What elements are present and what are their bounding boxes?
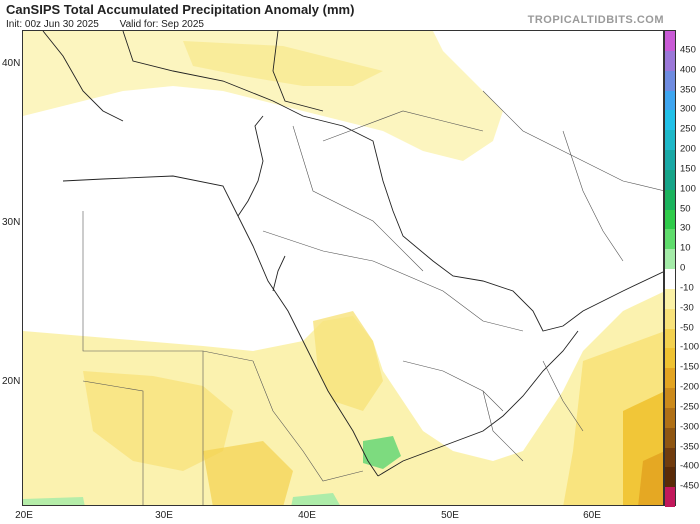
colorbar-label: -200 bbox=[680, 381, 700, 393]
colorbar-swatch bbox=[665, 487, 675, 508]
colorbar-label: -50 bbox=[680, 322, 694, 333]
coastlines bbox=[42, 31, 663, 477]
colorbar-swatch bbox=[665, 467, 675, 488]
colorbar-swatch bbox=[665, 249, 675, 270]
colorbar-swatch bbox=[665, 90, 675, 111]
colorbar-label: -100 bbox=[680, 341, 700, 353]
colorbar-swatch bbox=[665, 110, 675, 131]
colorbar-label: 450 bbox=[680, 44, 696, 56]
colorbar-label: -150 bbox=[680, 361, 700, 373]
colorbar-swatch bbox=[665, 348, 675, 369]
colorbar-label: 250 bbox=[680, 123, 696, 135]
colorbar-swatch bbox=[665, 209, 675, 230]
lon-label-30e: 30E bbox=[155, 510, 173, 521]
colorbar-label: -400 bbox=[680, 460, 700, 472]
colorbar-label: 50 bbox=[680, 203, 691, 214]
map-title: CanSIPS Total Accumulated Precipitation … bbox=[6, 2, 355, 17]
colorbar-label: 400 bbox=[680, 64, 696, 76]
colorbar-label: 0 bbox=[680, 262, 686, 274]
colorbar-label: 150 bbox=[680, 163, 696, 175]
colorbar-swatch bbox=[665, 70, 675, 91]
colorbar-swatch bbox=[665, 189, 675, 210]
map-subtitle: Init: 00z Jun 30 2025 Valid for: Sep 202… bbox=[6, 19, 222, 30]
colorbar-swatch bbox=[665, 447, 675, 468]
lon-label-60e: 60E bbox=[583, 510, 601, 521]
colorbar-swatch bbox=[665, 130, 675, 151]
colorbar-swatch bbox=[665, 368, 675, 389]
wet-anomaly-shading bbox=[23, 436, 401, 505]
lon-label-20e: 20E bbox=[15, 510, 33, 521]
colorbar-label: -450 bbox=[680, 480, 700, 492]
colorbar-swatch bbox=[665, 50, 675, 72]
colorbar-label: 100 bbox=[680, 183, 696, 195]
colorbar-label: -10 bbox=[680, 282, 694, 294]
colorbar-swatch bbox=[665, 31, 675, 52]
colorbar-swatch bbox=[665, 269, 675, 290]
colorbar-label: 350 bbox=[680, 84, 696, 95]
colorbar-swatch bbox=[665, 229, 675, 250]
lon-label-50e: 50E bbox=[441, 510, 459, 521]
colorbar-swatch bbox=[665, 328, 675, 349]
colorbar-swatch bbox=[665, 388, 675, 409]
colorbar-swatch bbox=[665, 407, 675, 429]
site-brand: TROPICALTIDBITS.COM bbox=[527, 14, 664, 26]
dry-anomaly-shading bbox=[23, 31, 663, 505]
colorbar-label: 300 bbox=[680, 103, 696, 115]
lon-label-40e: 40E bbox=[298, 510, 316, 521]
colorbar-swatch bbox=[665, 427, 675, 448]
colorbar-label: 10 bbox=[680, 242, 691, 254]
colorbar-swatch bbox=[665, 169, 675, 191]
precipitation-map bbox=[22, 30, 664, 506]
colorbar-swatch bbox=[665, 288, 675, 310]
country-borders bbox=[82, 90, 663, 505]
colorbar-label: -30 bbox=[680, 302, 694, 314]
colorbar-label: -300 bbox=[680, 421, 700, 433]
colorbar-label: 200 bbox=[680, 143, 696, 155]
colorbar-label: -250 bbox=[680, 401, 700, 413]
precip-colorbar bbox=[664, 30, 676, 508]
lat-label-30n: 30N bbox=[2, 217, 21, 228]
lat-label-20n: 20N bbox=[2, 376, 21, 387]
colorbar-label: 30 bbox=[680, 222, 691, 234]
colorbar-swatch bbox=[665, 150, 675, 171]
valid-time: Valid for: Sep 2025 bbox=[119, 19, 204, 30]
init-time: Init: 00z Jun 30 2025 bbox=[6, 19, 99, 30]
colorbar-label: -350 bbox=[680, 441, 700, 452]
lat-label-40n: 40N bbox=[2, 58, 21, 69]
colorbar-swatch bbox=[665, 308, 675, 329]
map-canvas bbox=[23, 31, 663, 505]
